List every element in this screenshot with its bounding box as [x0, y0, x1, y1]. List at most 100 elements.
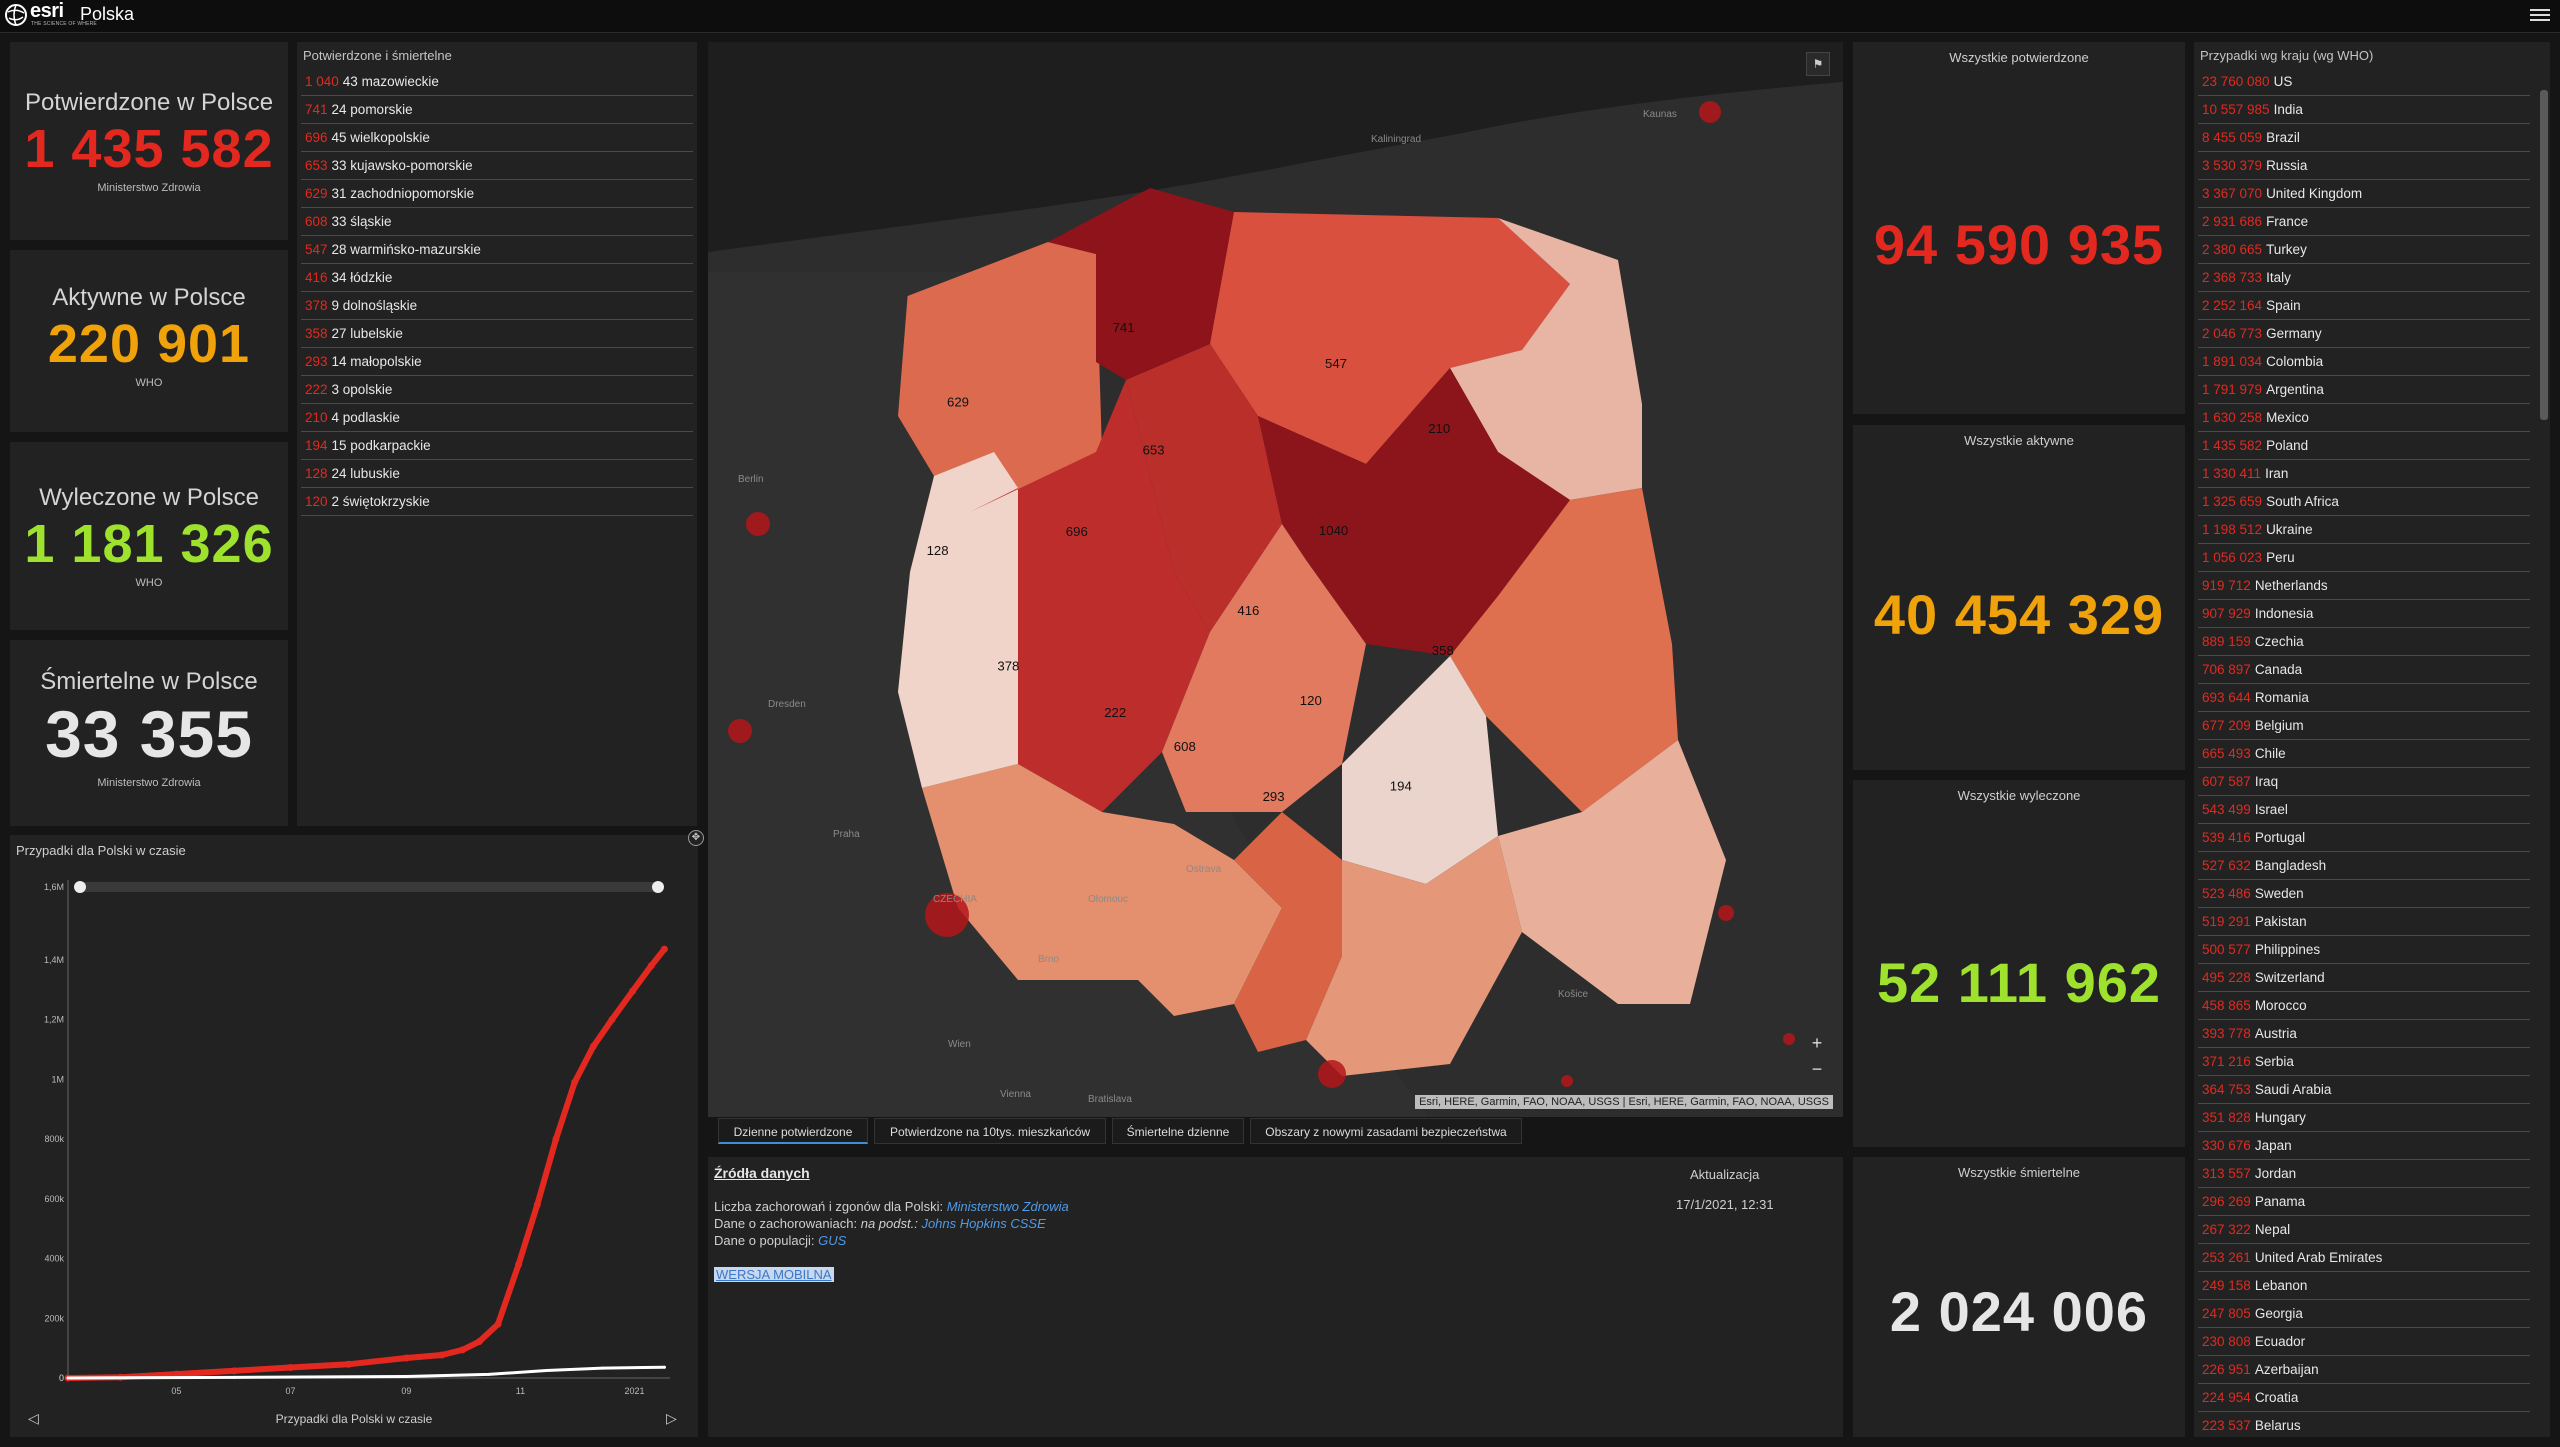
region-wielkopolskie[interactable] [970, 380, 1210, 812]
list-item[interactable]: 267 322 Nepal [2198, 1216, 2530, 1244]
tab-confirmed-per-10k[interactable]: Potwierdzone na 10tys. mieszkańców [874, 1118, 1106, 1144]
region-podlaskie[interactable] [1450, 218, 1642, 501]
zoom-in-button[interactable]: + [1811, 1033, 1823, 1053]
list-item[interactable]: 2 252 164 Spain [2198, 292, 2530, 320]
list-item[interactable]: 919 712 Netherlands [2198, 572, 2530, 600]
list-item[interactable]: 677 209 Belgium [2198, 712, 2530, 740]
chart-scroll-right-icon[interactable]: ▷ [666, 1410, 677, 1426]
list-item[interactable]: 120 2 świętokrzyskie [301, 488, 693, 516]
region-opolskie[interactable] [1138, 824, 1282, 1017]
list-item[interactable]: 2 380 665 Turkey [2198, 236, 2530, 264]
list-item[interactable]: 1 056 023 Peru [2198, 544, 2530, 572]
region-podkarpackie[interactable] [1498, 740, 1726, 1005]
region-swietokrzyskie[interactable] [1342, 656, 1498, 885]
list-item[interactable]: 313 557 Jordan [2198, 1160, 2530, 1188]
range-slider-handle[interactable] [652, 881, 664, 893]
list-item[interactable]: 416 34 łódzkie [301, 264, 693, 292]
list-item[interactable]: 500 577 Philippines [2198, 936, 2530, 964]
list-item[interactable]: 741 24 pomorskie [301, 96, 693, 124]
list-item[interactable]: 10 557 985 India [2198, 96, 2530, 124]
tab-daily-deaths[interactable]: Śmiertelne dzienne [1112, 1118, 1244, 1144]
list-item[interactable]: 2 368 733 Italy [2198, 264, 2530, 292]
tab-new-safety-areas[interactable]: Obszary z nowymi zasadami bezpieczeństwa [1250, 1118, 1522, 1144]
list-item[interactable]: 1 325 659 South Africa [2198, 488, 2530, 516]
list-item[interactable]: 693 644 Romania [2198, 684, 2530, 712]
list-item[interactable]: 889 159 Czechia [2198, 628, 2530, 656]
list-item[interactable]: 3 530 379 Russia [2198, 152, 2530, 180]
list-item[interactable]: 128 24 lubuskie [301, 460, 693, 488]
list-item[interactable]: 226 951 Azerbaijan [2198, 1356, 2530, 1384]
list-item[interactable]: 495 228 Switzerland [2198, 964, 2530, 992]
list-item[interactable]: 1 040 43 mazowieckie [301, 68, 693, 96]
list-item[interactable]: 696 45 wielkopolskie [301, 124, 693, 152]
list-item[interactable]: 2 931 686 France [2198, 208, 2530, 236]
region-warminsko-mazurskie[interactable] [1210, 212, 1570, 464]
hamburger-menu-icon[interactable] [2530, 6, 2550, 24]
list-item[interactable]: 543 499 Israel [2198, 796, 2530, 824]
countries-scrollbar[interactable] [2540, 90, 2548, 420]
list-item[interactable]: 223 537 Belarus [2198, 1412, 2530, 1437]
list-item[interactable]: 222 3 opolskie [301, 376, 693, 404]
list-item[interactable]: 1 630 258 Mexico [2198, 404, 2530, 432]
zoom-out-button[interactable]: − [1811, 1059, 1823, 1079]
panel-expand-icon[interactable]: ✥ [688, 830, 704, 846]
list-item[interactable]: 3 367 070 United Kingdom [2198, 180, 2530, 208]
region-lodzkie[interactable] [1162, 524, 1366, 812]
bookmark-icon[interactable]: ⚑ [1806, 52, 1830, 76]
list-item[interactable]: 247 805 Georgia [2198, 1300, 2530, 1328]
chart-scroll-left-icon[interactable]: ◁ [28, 1410, 39, 1426]
list-item[interactable]: 547 28 warmińsko-mazurskie [301, 236, 693, 264]
list-item[interactable]: 527 632 Bangladesh [2198, 852, 2530, 880]
list-item[interactable]: 296 269 Panama [2198, 1188, 2530, 1216]
list-item[interactable]: 1 330 411 Iran [2198, 460, 2530, 488]
list-item[interactable]: 194 15 podkarpackie [301, 432, 693, 460]
list-item[interactable]: 458 865 Morocco [2198, 992, 2530, 1020]
list-item[interactable]: 378 9 dolnośląskie [301, 292, 693, 320]
list-item[interactable]: 210 4 podlaskie [301, 404, 693, 432]
region-zachodniopomorskie[interactable] [898, 242, 1102, 512]
list-item[interactable]: 230 808 Ecuador [2198, 1328, 2530, 1356]
region-lubuskie[interactable] [898, 452, 1018, 788]
list-item[interactable]: 253 261 United Arab Emirates [2198, 1244, 2530, 1272]
link-ministerstwo-zdrowia[interactable]: Ministerstwo Zdrowia [946, 1199, 1069, 1214]
list-item[interactable]: 539 416 Portugal [2198, 824, 2530, 852]
map-panel[interactable]: 629 741 547 210 128 696 653 1040 416 358 378 222 120… [708, 42, 1843, 1117]
poland-map[interactable]: 629 741 547 210 128 696 653 1040 416 358 378 222 120… [708, 42, 1843, 1117]
list-item[interactable]: 23 760 080 US [2198, 68, 2530, 96]
region-pomorskie[interactable] [1048, 188, 1234, 380]
link-johns-hopkins[interactable]: Johns Hopkins CSSE [921, 1216, 1046, 1231]
list-item[interactable]: 629 31 zachodniopomorskie [301, 180, 693, 208]
list-item[interactable]: 665 493 Chile [2198, 740, 2530, 768]
region-dolnoslaskie[interactable] [922, 764, 1186, 981]
list-item[interactable]: 706 897 Canada [2198, 656, 2530, 684]
list-item[interactable]: 1 435 582 Poland [2198, 432, 2530, 460]
range-slider-handle[interactable] [74, 881, 86, 893]
list-item[interactable]: 907 929 Indonesia [2198, 600, 2530, 628]
list-item[interactable]: 1 891 034 Colombia [2198, 348, 2530, 376]
list-item[interactable]: 351 828 Hungary [2198, 1104, 2530, 1132]
list-item[interactable]: 523 486 Sweden [2198, 880, 2530, 908]
region-lubelskie[interactable] [1450, 488, 1678, 812]
list-item[interactable]: 653 33 kujawsko-pomorskie [301, 152, 693, 180]
list-item[interactable]: 1 791 979 Argentina [2198, 376, 2530, 404]
list-item[interactable]: 2 046 773 Germany [2198, 320, 2530, 348]
list-item[interactable]: 224 954 Croatia [2198, 1384, 2530, 1412]
list-item[interactable]: 608 33 śląskie [301, 208, 693, 236]
list-item[interactable]: 393 778 Austria [2198, 1020, 2530, 1048]
region-mazowieckie[interactable] [1258, 368, 1570, 656]
list-item[interactable]: 371 216 Serbia [2198, 1048, 2530, 1076]
region-malopolskie[interactable] [1306, 836, 1522, 1076]
link-gus[interactable]: GUS [818, 1233, 847, 1248]
region-kujawsko-pomorskie[interactable] [1096, 344, 1282, 632]
list-item[interactable]: 358 27 lubelskie [301, 320, 693, 348]
list-item[interactable]: 249 158 Lebanon [2198, 1272, 2530, 1300]
list-item[interactable]: 607 587 Iraq [2198, 768, 2530, 796]
mobile-version-link[interactable]: WERSJA MOBILNA [714, 1267, 834, 1282]
list-item[interactable]: 364 753 Saudi Arabia [2198, 1076, 2530, 1104]
list-item[interactable]: 330 676 Japan [2198, 1132, 2530, 1160]
list-item[interactable]: 1 198 512 Ukraine [2198, 516, 2530, 544]
list-item[interactable]: 519 291 Pakistan [2198, 908, 2530, 936]
region-slaskie[interactable] [1234, 812, 1342, 1052]
list-item[interactable]: 293 14 małopolskie [301, 348, 693, 376]
